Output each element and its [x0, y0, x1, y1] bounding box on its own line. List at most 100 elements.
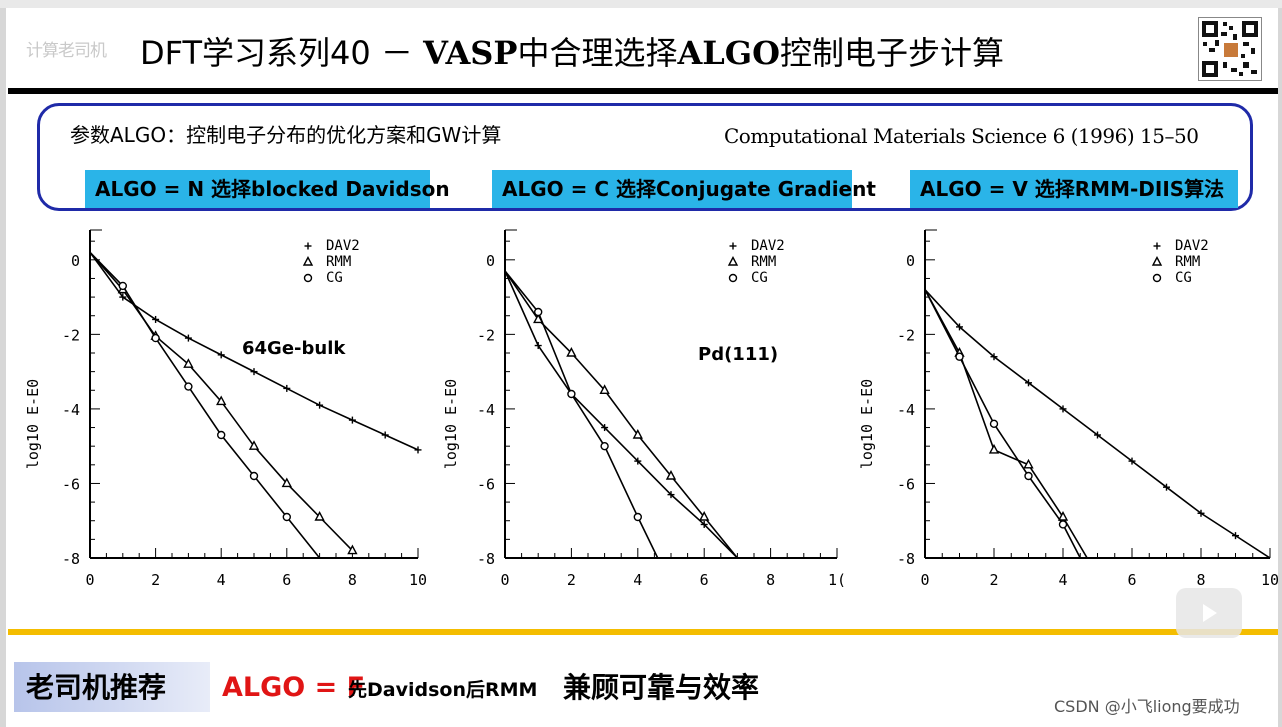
y-tick-label: -2: [62, 326, 80, 344]
data-point-dav2: [534, 342, 542, 350]
data-point-dav2: [1197, 509, 1205, 517]
data-point-rmm: [216, 395, 227, 406]
data-point-rmm: [347, 544, 358, 555]
data-point-rmm: [314, 511, 325, 521]
data-point-cg: [184, 382, 193, 391]
data-point-cg: [633, 512, 643, 522]
param-description: 参数ALGO：控制电子分布的优化方案和GW计算: [70, 123, 502, 147]
data-point-dav2: [184, 334, 192, 342]
legend-label: CG: [326, 270, 343, 286]
data-point-dav2: [414, 446, 422, 454]
qr-module: [1202, 21, 1218, 37]
x-tick-label: 0: [500, 571, 509, 589]
data-point-dav2: [381, 431, 389, 439]
data-point-cg: [1024, 471, 1033, 481]
y-tick-label: 0: [486, 252, 495, 270]
algo-n-label: ALGO = N 选择blocked Davidson: [85, 170, 450, 208]
qr-module: [1202, 61, 1218, 77]
data-point-rmm: [248, 440, 260, 450]
algo-c-label: ALGO = C 选择Conjugate Gradient: [492, 170, 876, 208]
legend-marker-dav2: [304, 242, 312, 250]
qr-module: [1242, 21, 1258, 37]
x-tick-label: 8: [1196, 571, 1205, 589]
data-point-cg: [567, 389, 576, 399]
x-tick-label: 4: [1058, 571, 1067, 589]
slide-title: DFT学习系列40 － VASP中合理选择ALGO控制电子步计算: [140, 30, 1004, 76]
legend-label: CG: [751, 270, 768, 286]
legend-label: RMM: [1175, 254, 1200, 270]
x-tick-label: 6: [282, 571, 291, 589]
y-tick-label: -2: [897, 326, 915, 344]
data-point-dav2: [1025, 379, 1032, 387]
qr-avatar: [1223, 42, 1239, 58]
qr-module: [1229, 26, 1233, 30]
x-tick-label: 1(: [828, 571, 846, 589]
series-line-cg: [925, 289, 1081, 558]
x-tick-label: 10: [409, 571, 427, 589]
y-tick-label: -6: [62, 475, 80, 493]
data-point-dav2: [152, 315, 160, 323]
qr-module: [1243, 62, 1249, 68]
data-point-rmm: [566, 347, 577, 357]
algo-f-benefit: 兼顾可靠与效率: [563, 671, 760, 704]
y-tick-label: -6: [897, 475, 915, 493]
algo-f-label: ALGO = F: [222, 672, 366, 703]
data-point-cg: [151, 333, 160, 343]
qr-module: [1223, 22, 1227, 26]
data-point-rmm: [1057, 511, 1069, 521]
data-point-cg: [249, 471, 259, 481]
data-point-cg: [118, 281, 128, 291]
play-button[interactable]: [1176, 588, 1242, 638]
data-point-cg: [955, 352, 964, 361]
data-point-dav2: [700, 520, 708, 528]
csdn-watermark: CSDN @小飞liong要成功: [1054, 697, 1240, 716]
citation: Computational Materials Science 6 (1996)…: [724, 124, 1199, 148]
algo-v-label: ALGO = V 选择RMM-DIIS算法: [910, 170, 1238, 208]
legend-marker-cg: [1152, 273, 1162, 283]
y-tick-label: -6: [477, 475, 495, 493]
gold-divider: [8, 629, 1278, 635]
qr-module: [1221, 32, 1227, 36]
data-point-cg: [282, 512, 291, 522]
play-icon: [1203, 604, 1217, 622]
y-tick-label: -8: [62, 550, 80, 568]
data-point-dav2: [1128, 457, 1136, 465]
y-axis-label: log10 E-E0: [24, 379, 42, 469]
x-tick-label: 8: [348, 571, 357, 589]
series-line-dav2: [505, 270, 738, 558]
chart-annotation: Pd(111): [698, 344, 778, 365]
data-point-dav2: [283, 384, 291, 392]
legend-label: RMM: [751, 254, 776, 270]
chart-annotation: 64Ge-bulk: [242, 338, 346, 359]
legend-label: DAV2: [751, 238, 785, 254]
x-tick-label: 10: [1261, 571, 1278, 589]
data-point-dav2: [990, 353, 998, 361]
x-tick-label: 2: [151, 571, 160, 589]
qr-module: [1251, 48, 1255, 54]
data-point-rmm: [665, 470, 677, 480]
recommendation-label-box: [14, 662, 210, 712]
data-point-dav2: [601, 424, 609, 432]
data-point-dav2: [956, 323, 963, 331]
x-tick-label: 6: [1127, 571, 1136, 589]
y-tick-label: -4: [477, 401, 495, 419]
x-tick-label: 2: [567, 571, 576, 589]
data-point-dav2: [250, 368, 258, 376]
y-axis-label: log10 E-E0: [858, 379, 876, 469]
y-tick-label: -4: [62, 401, 80, 419]
qr-module: [1223, 62, 1227, 68]
data-point-rmm: [183, 358, 194, 368]
x-tick-label: 0: [85, 571, 94, 589]
legend-label: CG: [1175, 270, 1192, 286]
data-point-rmm: [281, 477, 292, 488]
left-window-strip: [0, 8, 6, 727]
legend-marker-cg: [303, 273, 313, 283]
data-point-rmm: [699, 511, 710, 521]
right-window-strip: [1278, 8, 1282, 727]
qr-module: [1215, 40, 1219, 46]
y-tick-label: -8: [897, 550, 915, 568]
legend-label: RMM: [326, 254, 351, 270]
qr-module: [1241, 54, 1245, 58]
legend-marker-rmm: [302, 256, 314, 266]
